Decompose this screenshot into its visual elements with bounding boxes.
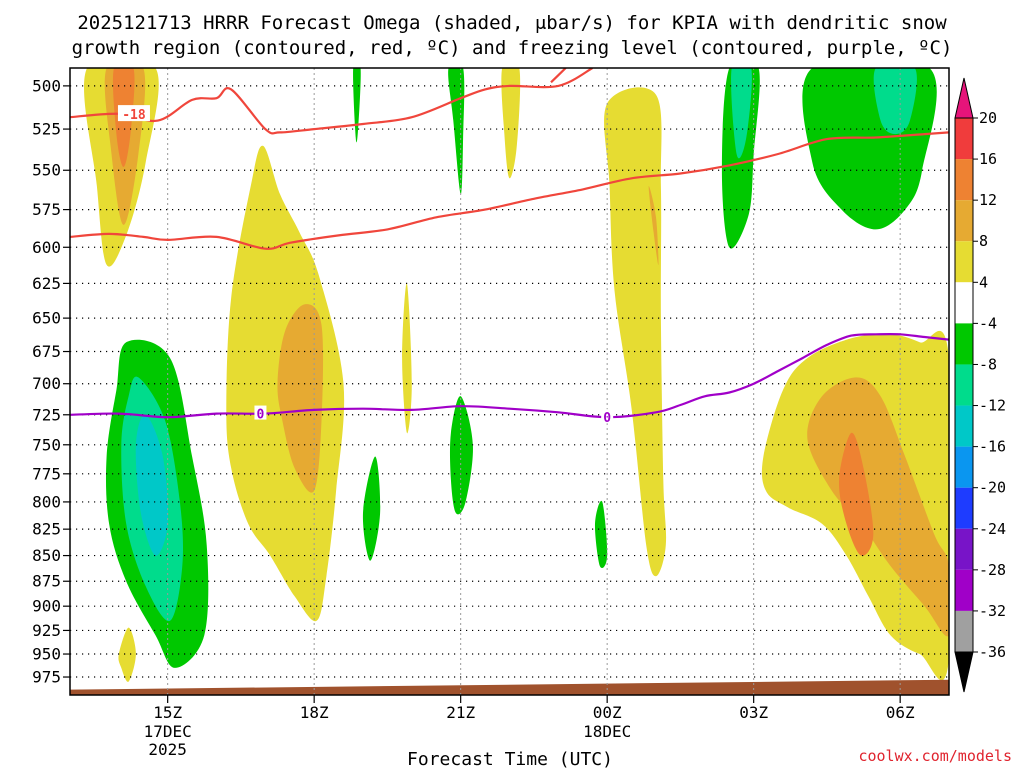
- omega-region-21: [873, 68, 917, 135]
- x-tick-label: 00Z: [593, 703, 622, 722]
- x-axis-title: Forecast Time (UTC): [407, 749, 613, 768]
- omega-region-12: [448, 68, 465, 195]
- terrain-surface: [70, 679, 949, 695]
- omega-region-15: [594, 500, 608, 569]
- colorbar-bin: [955, 282, 973, 324]
- omega-region-14: [501, 68, 521, 179]
- plot-frame: [69, 67, 950, 696]
- x-tick-label: 15Z: [153, 703, 182, 722]
- omega-region-18: [721, 68, 760, 249]
- colorbar-label: -16: [979, 438, 1006, 456]
- colorbar-bin: [955, 159, 973, 201]
- freezing-label-bg: [601, 409, 614, 424]
- x-tick-label: 21Z: [446, 703, 475, 722]
- colorbar-below-triangle: [954, 651, 974, 693]
- omega-region-17: [648, 185, 659, 265]
- colorbar-bin: [955, 364, 973, 406]
- omega-region-8: [277, 304, 324, 493]
- omega-region-9: [362, 456, 381, 561]
- x-tick-date: 17DEC: [144, 722, 192, 741]
- y-tick-label: 650: [32, 309, 61, 328]
- colorbar-label: 12: [979, 191, 997, 209]
- omega-region-11: [353, 68, 361, 143]
- y-axis: 500 525 550 575 600 625 650 675 700 725 750 775 800 8…: [32, 76, 70, 687]
- dendritic-contour-0: [70, 68, 594, 135]
- credit-text: coolwx.com/models: [858, 747, 1012, 765]
- chart-title-line2: growth region (contoured, red, ºC) and f…: [72, 37, 953, 59]
- chart-title-line1: 2025121713 HRRR Forecast Omega (shaded, …: [77, 12, 947, 34]
- colorbar-label: -4: [979, 314, 997, 332]
- y-tick-label: 825: [32, 520, 61, 539]
- y-tick-label: 900: [32, 597, 61, 616]
- colorbar-label: -12: [979, 397, 1006, 415]
- contour-labels: -18 0 0: [117, 105, 614, 426]
- y-tick-label: 675: [32, 342, 61, 361]
- y-tick-label: 525: [32, 120, 61, 139]
- omega-shading: [84, 68, 949, 682]
- colorbar-bin: [955, 118, 973, 160]
- omega-region-10: [402, 283, 412, 434]
- colorbar-label: -8: [979, 355, 997, 373]
- y-tick-label: 550: [32, 161, 61, 180]
- y-tick-label: 875: [32, 572, 61, 591]
- colorbar-label: -20: [979, 479, 1006, 497]
- y-tick-label: 925: [32, 621, 61, 640]
- freezing-level-label: 0: [257, 408, 265, 423]
- x-tick-label: 06Z: [886, 703, 915, 722]
- omega-region-16: [604, 87, 667, 577]
- x-tick-label: 18Z: [300, 703, 329, 722]
- colorbar-bin: [955, 569, 973, 611]
- omega-region-6: [118, 627, 136, 682]
- terrain-layer: [70, 679, 949, 695]
- colorbar-bin: [955, 200, 973, 242]
- y-tick-label: 775: [32, 464, 61, 483]
- y-tick-label: 500: [32, 76, 61, 95]
- colorbar-label: -28: [979, 561, 1006, 579]
- omega-region-13: [449, 396, 473, 515]
- colorbar-bin: [955, 405, 973, 447]
- colorbar-label: 16: [979, 150, 997, 168]
- colorbar-bin: [955, 241, 973, 283]
- omega-region-23: [807, 377, 949, 637]
- dendritic-contour-2: [550, 68, 567, 84]
- dendritic-label-bg: [117, 105, 150, 122]
- x-tick-year: 2025: [148, 740, 187, 759]
- gridlines: [70, 68, 949, 695]
- omega-region-19: [731, 68, 752, 159]
- colorbar-bin: [955, 323, 973, 365]
- colorbar-above-triangle: [954, 77, 974, 119]
- omega-region-5: [135, 414, 169, 556]
- y-tick-label: 725: [32, 405, 61, 424]
- colorbar-label: 20: [979, 109, 997, 127]
- y-tick-label: 800: [32, 492, 61, 511]
- colorbar-bin: [955, 528, 973, 570]
- colorbar-bin: [955, 446, 973, 488]
- y-tick-label: 950: [32, 645, 61, 664]
- colorbar-label: -32: [979, 602, 1006, 620]
- colorbar-bin: [955, 487, 973, 529]
- y-tick-label: 750: [32, 435, 61, 454]
- dendritic-contour-1: [70, 131, 949, 250]
- y-tick-label: 975: [32, 668, 61, 687]
- colorbar-bin: [955, 610, 973, 652]
- omega-region-24: [839, 432, 874, 556]
- colorbar-label: 8: [979, 232, 988, 250]
- x-tick-date: 18DEC: [583, 722, 631, 741]
- colorbar-label: -36: [979, 643, 1006, 661]
- y-tick-label: 600: [32, 238, 61, 257]
- freezing-label-bg: [254, 405, 267, 420]
- x-tick-label: 03Z: [739, 703, 768, 722]
- freezing-level-label: 0: [603, 411, 611, 426]
- colorbar-label: 4: [979, 273, 988, 291]
- y-tick-label: 850: [32, 546, 61, 565]
- dendritic-contour-label: -18: [122, 108, 146, 123]
- y-tick-label: 575: [32, 200, 61, 219]
- colorbar-label: -24: [979, 520, 1006, 538]
- y-tick-label: 625: [32, 274, 61, 293]
- colorbar: 20 16 12 8 4 -4 -8 -12 -16 -20 -24 -28 -32 -36: [954, 77, 1006, 693]
- y-tick-label: 700: [32, 374, 61, 393]
